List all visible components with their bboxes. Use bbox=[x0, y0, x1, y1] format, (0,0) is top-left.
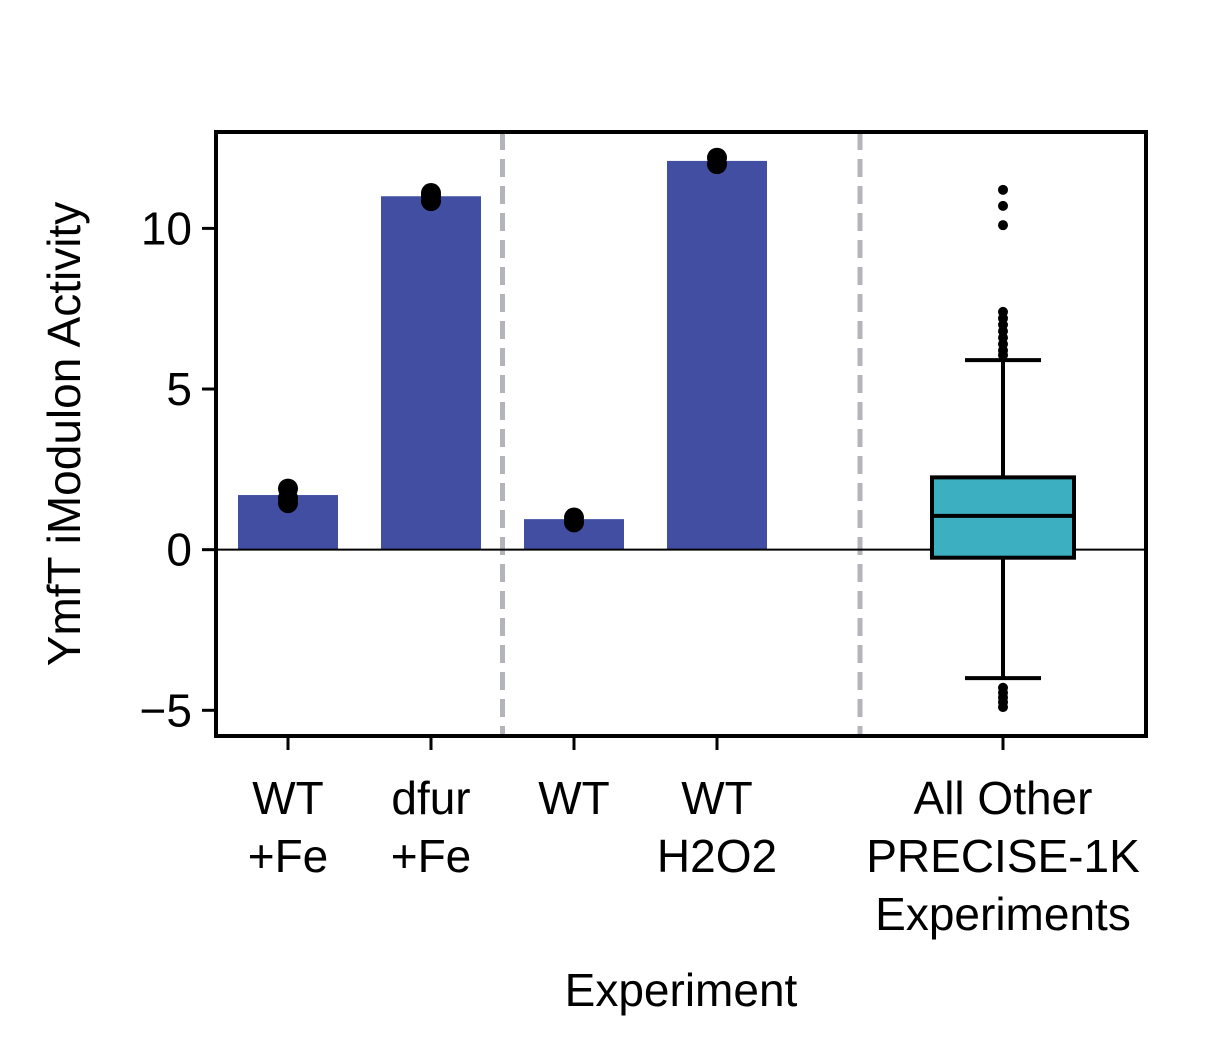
bar-4 bbox=[667, 160, 767, 550]
x-tick-label-5-line-3: Experiments bbox=[875, 888, 1131, 940]
x-tick-label-3-line-1: WT bbox=[538, 772, 610, 824]
y-tick-label-4: 10 bbox=[141, 202, 192, 254]
x-tick-label-2-line-2: +Fe bbox=[391, 830, 472, 882]
boxplot-outlier-1 bbox=[998, 184, 1008, 195]
y-tick-label-2: 0 bbox=[166, 524, 192, 576]
y-tick-label-3: 5 bbox=[166, 363, 192, 415]
bar-4-point-2 bbox=[707, 147, 727, 168]
x-tick-label-1-line-1: WT bbox=[252, 772, 324, 824]
x-tick-label-1-line-2: +Fe bbox=[248, 830, 329, 882]
bar-2-point-3 bbox=[421, 183, 441, 204]
boxplot-outlier-16 bbox=[998, 702, 1008, 713]
x-tick-label-5-line-1: All Other bbox=[914, 772, 1093, 824]
bar-3-point-2 bbox=[564, 507, 584, 528]
bar-1-point-3 bbox=[278, 478, 298, 499]
x-axis-label: Experiment bbox=[565, 964, 798, 1016]
boxplot-outlier-3 bbox=[998, 220, 1008, 231]
bar-2 bbox=[381, 196, 481, 550]
plot-frame bbox=[214, 130, 1148, 738]
y-axis-label: YmfT iModulon Activity bbox=[38, 202, 90, 666]
chart-marks bbox=[216, 132, 1146, 736]
boxplot-outlier-11 bbox=[998, 350, 1008, 361]
x-tick-label-4-line-1: WT bbox=[681, 772, 753, 824]
x-tick-label-5-line-2: PRECISE-1K bbox=[866, 830, 1140, 882]
x-tick-label-2-line-1: dfur bbox=[391, 772, 470, 824]
chart-ticks: −5 0 5 10 WT +Fe dfur +Fe WT WT H2O2 All Other PRECI… bbox=[140, 202, 1141, 940]
x-tick-label-4-line-2: H2O2 bbox=[657, 830, 777, 882]
boxplot-outlier-2 bbox=[998, 200, 1008, 211]
y-tick-label-1: −5 bbox=[140, 684, 192, 736]
